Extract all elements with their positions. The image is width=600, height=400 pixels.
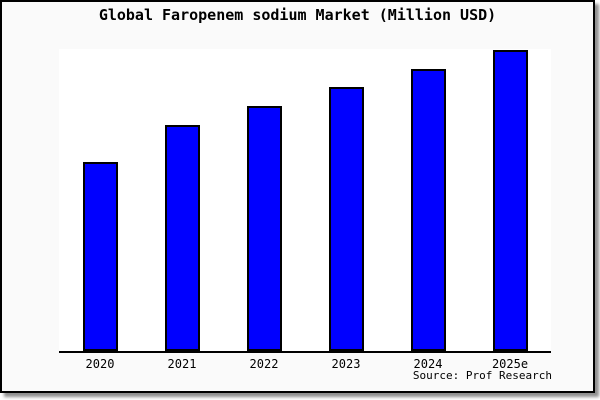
bar-2022 [246,106,282,351]
x-axis-label-2020: 2020 [85,357,115,371]
chart-title: Global Faropenem sodium Market (Million … [98,6,497,24]
source-text: Source: Prof Research [412,369,552,382]
bar-2025e [492,50,528,351]
bar-2021 [164,125,200,351]
x-axis-label-2025e: 2025e [491,357,529,371]
bar-slot [305,49,387,351]
bar-slot [387,49,469,351]
bar-slot [59,49,141,351]
bar-slot [141,49,223,351]
x-axis-label-2022: 2022 [249,357,279,371]
x-axis-label-2024: 2024 [413,357,443,371]
x-axis-labels: 2020 2021 2022 2023 2024 2025e [59,357,551,371]
bar-2020 [82,162,118,351]
bar-2023 [328,87,364,351]
bar-slot [223,49,305,351]
x-axis-label-2023: 2023 [331,357,361,371]
chart-frame: Global Faropenem sodium Market (Million … [0,0,595,393]
bar-2024 [410,69,446,351]
plot-area [59,49,551,353]
bar-slot [469,49,551,351]
x-axis-label-2021: 2021 [167,357,197,371]
